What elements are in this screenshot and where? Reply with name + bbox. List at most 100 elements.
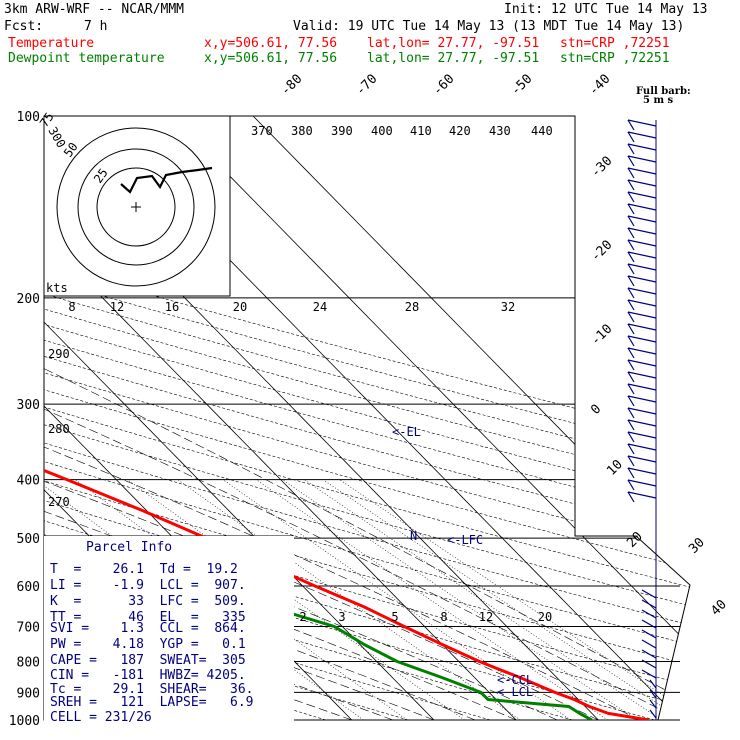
- temperature-tick-label: -40: [586, 72, 613, 99]
- mixing-ratio-label: 3: [338, 610, 345, 624]
- parcel-row: SREH = 121 LAPSE= 6.9: [50, 695, 254, 710]
- wind-barb: [627, 131, 657, 139]
- isotherm-line: [88, 116, 681, 720]
- wind-barb: [627, 467, 635, 479]
- wind-barb: [627, 275, 635, 287]
- mixing-ratio-label: 12: [110, 300, 124, 314]
- wind-barb: [627, 479, 657, 487]
- wind-barb: [641, 629, 657, 639]
- mixing-ratio-line: [256, 479, 608, 720]
- wind-barb: [627, 287, 635, 299]
- dry-adiabat-label: 440: [531, 124, 553, 138]
- wind-barb: [627, 359, 657, 367]
- dewpoint-stn: stn=CRP ,72251: [560, 51, 670, 66]
- dry-adiabat-line: [44, 116, 491, 720]
- mixing-ratio-line: [304, 479, 662, 720]
- pressure-tick-label: 200: [17, 292, 40, 307]
- wind-barb: [627, 275, 657, 283]
- wind-barb: [627, 299, 657, 307]
- moist-adiabat-line: [44, 297, 640, 720]
- moist-adiabat-line: [44, 297, 681, 720]
- pressure-tick-label: 300: [17, 398, 40, 413]
- mixing-ratio-label: 24: [313, 300, 327, 314]
- dry-adiabat-label: 290: [48, 347, 70, 361]
- wind-barb: [627, 407, 635, 419]
- mixing-ratio-label: 8: [440, 610, 447, 624]
- wind-barb: [641, 619, 657, 629]
- wind-barb: [627, 383, 657, 391]
- wind-barb: [627, 143, 635, 155]
- temperature-tick-label: 20: [624, 529, 646, 551]
- mixing-ratio-label: 5: [391, 610, 398, 624]
- temperature-tick-label: -70: [353, 72, 380, 99]
- wind-barb: [627, 383, 635, 395]
- wind-barb: [627, 239, 657, 247]
- wind-barb: [627, 443, 657, 451]
- wind-barb: [627, 311, 657, 319]
- temperature-stn: stn=CRP ,72251: [560, 36, 670, 51]
- wind-barb: [627, 131, 635, 143]
- parcel-row: CIN = -181 HWBZ= 4205.: [50, 668, 246, 683]
- pressure-tick-label: 600: [17, 580, 40, 595]
- temperature-tick-label: -80: [278, 72, 305, 99]
- parcel-row: K = 33 LFC = 509.: [50, 594, 246, 609]
- full-barb-unit: 5 m s: [643, 95, 674, 106]
- hodograph-ring: [96, 167, 176, 247]
- hodograph-ring-label: 50: [61, 140, 81, 160]
- wind-barb: [627, 203, 657, 211]
- dewpoint-xy: x,y=506.61, 77.56: [204, 51, 338, 66]
- isotherm-line: [170, 116, 690, 720]
- wind-barb: [641, 609, 657, 619]
- wind-barb: [627, 347, 635, 359]
- dry-adiabat-label: 280: [48, 422, 70, 436]
- wind-barb: [627, 119, 657, 127]
- dry-adiabat-label: 410: [410, 124, 432, 138]
- hodograph-unit: kts: [46, 281, 68, 295]
- wind-barb: [649, 699, 657, 709]
- parcel-row: T = 26.1 Td = 19.2: [50, 562, 238, 577]
- wind-barb: [627, 179, 657, 187]
- temperature-tick-label: 10: [604, 457, 626, 479]
- hodograph-trace: [120, 166, 213, 194]
- temperature-legend-label: Temperature: [8, 36, 95, 51]
- fcst-label: Fcst:: [4, 19, 44, 34]
- dry-adiabat-line: [44, 116, 690, 720]
- el-marker: <-EL: [392, 425, 421, 439]
- hodograph-frame: [43, 115, 231, 297]
- wind-barb: [627, 263, 657, 271]
- wind-barb: [627, 347, 657, 355]
- hodograph-ring-label: 75: [37, 110, 57, 130]
- mixing-ratio-label: 20: [538, 610, 552, 624]
- wind-barb: [627, 431, 657, 439]
- wind-barb: [627, 251, 635, 263]
- dry-adiabat-label: 400: [371, 124, 393, 138]
- wind-barb: [649, 689, 657, 699]
- dewpoint-legend-label: Dewpoint temperature: [8, 51, 165, 66]
- full-barb-label: Full barb:: [636, 86, 691, 97]
- wind-barb: [627, 479, 635, 491]
- wind-barb: [627, 359, 635, 371]
- parcel-row: PW = 4.18 YGP = 0.1: [50, 637, 246, 652]
- model-title: 3km ARW-WRF -- NCAR/MMM: [4, 2, 185, 17]
- hodograph-ring-label: 25: [91, 166, 111, 186]
- wind-barb: [649, 679, 657, 689]
- valid-time: Valid: 19 UTC Tue 14 May 13 (13 MDT Tue …: [293, 19, 685, 34]
- isotherm-line: [252, 116, 690, 720]
- wind-barb: [627, 335, 657, 343]
- wind-barb: [627, 287, 657, 295]
- wind-barb: [627, 167, 635, 179]
- mixing-ratio-label: 16: [165, 300, 179, 314]
- parcel-row: SVI = 1.3 CCL = 864.: [50, 621, 246, 636]
- mixing-ratio-label: 32: [501, 300, 515, 314]
- dry-adiabat-label: 430: [489, 124, 511, 138]
- lcl-marker: <-LCL: [497, 685, 533, 699]
- mixing-ratio-label: 28: [405, 300, 419, 314]
- wind-barb: [627, 155, 657, 163]
- temperature-tick-label: -10: [588, 322, 615, 349]
- temperature-latlon: lat,lon= 27.77, -97.51: [367, 36, 540, 51]
- n-marker: N: [410, 529, 417, 543]
- wind-barb: [627, 239, 635, 251]
- temperature-tick-label: 0: [588, 402, 604, 418]
- pressure-tick-label: 900: [17, 686, 40, 701]
- ccl-marker: <-CCL: [497, 673, 533, 687]
